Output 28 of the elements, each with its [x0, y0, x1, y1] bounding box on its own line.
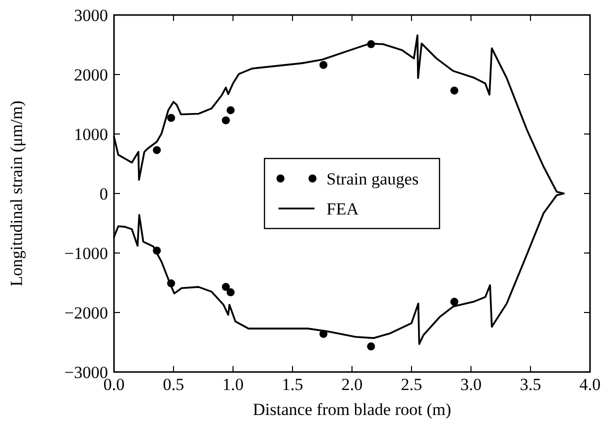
point	[222, 116, 230, 124]
x-axis-title: Distance from blade root (m)	[252, 400, 452, 419]
x-tick-label: 2.0	[341, 375, 363, 394]
point	[450, 86, 458, 95]
y-tick-label: 3000	[74, 6, 108, 25]
x-tick-label: 3.0	[460, 375, 482, 394]
y-tick-label: −2000	[64, 303, 108, 322]
x-tick-label: 2.5	[400, 375, 422, 394]
x-tick-label: 4.0	[579, 375, 601, 394]
y-tick-label: 2000	[74, 65, 108, 84]
x-tick-label: 1.5	[282, 375, 304, 394]
y-tick-label: 1000	[74, 124, 108, 144]
point	[226, 106, 235, 114]
point	[226, 288, 235, 296]
point	[450, 298, 458, 306]
legend-label: FEA	[326, 199, 360, 218]
x-tick-label: 0.5	[162, 375, 184, 394]
point	[319, 60, 328, 69]
y-axis-title: Longitudinal strain (μm/m)	[7, 100, 26, 286]
legend-label: Strain gauges	[326, 169, 419, 188]
point	[367, 342, 376, 350]
x-tick-label: 3.5	[520, 375, 542, 394]
y-tick-label: 0	[100, 184, 108, 204]
point	[167, 114, 176, 122]
point	[222, 282, 230, 291]
point	[152, 146, 161, 154]
y-tick-label: −1000	[64, 244, 108, 263]
x-tick-label: 1.0	[222, 375, 244, 394]
